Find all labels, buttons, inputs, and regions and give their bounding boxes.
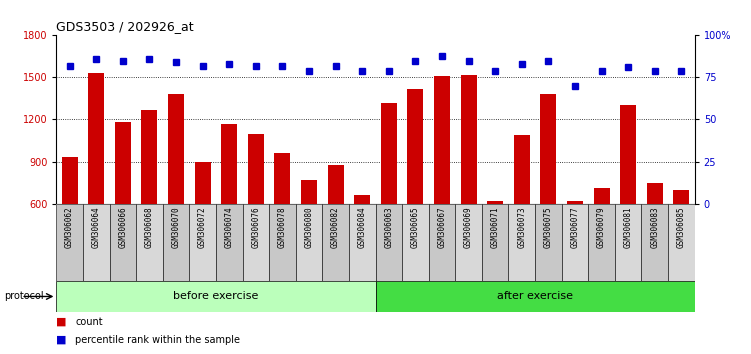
Text: GSM306071: GSM306071: [490, 206, 499, 247]
Bar: [89, 73, 104, 287]
Bar: [62, 157, 77, 287]
Text: count: count: [75, 317, 103, 327]
Bar: [163, 204, 189, 281]
Text: GSM306076: GSM306076: [252, 206, 261, 247]
Text: GSM306081: GSM306081: [623, 206, 632, 247]
Bar: [83, 204, 110, 281]
Bar: [514, 135, 529, 287]
Bar: [110, 204, 136, 281]
Text: GSM306079: GSM306079: [597, 206, 606, 247]
Text: GSM306066: GSM306066: [119, 206, 128, 247]
Bar: [115, 121, 131, 287]
Bar: [349, 204, 376, 281]
Bar: [647, 183, 663, 287]
Text: GSM306070: GSM306070: [171, 206, 180, 247]
Bar: [641, 204, 668, 281]
Bar: [460, 75, 477, 287]
Bar: [216, 204, 243, 281]
Bar: [269, 204, 296, 281]
Text: percentile rank within the sample: percentile rank within the sample: [75, 335, 240, 345]
Text: GSM306077: GSM306077: [571, 206, 580, 247]
Text: GSM306067: GSM306067: [438, 206, 447, 247]
Bar: [408, 88, 424, 287]
Text: GSM306075: GSM306075: [544, 206, 553, 247]
Bar: [222, 124, 237, 287]
Bar: [429, 204, 455, 281]
Text: after exercise: after exercise: [497, 291, 573, 302]
Bar: [482, 204, 508, 281]
Text: GSM306082: GSM306082: [331, 206, 340, 247]
Bar: [189, 204, 216, 281]
Text: ■: ■: [56, 317, 67, 327]
Text: GSM306064: GSM306064: [92, 206, 101, 247]
Text: GSM306068: GSM306068: [145, 206, 154, 247]
Bar: [168, 94, 184, 287]
Text: GSM306062: GSM306062: [65, 206, 74, 247]
Text: GSM306063: GSM306063: [385, 206, 394, 247]
Text: ■: ■: [56, 335, 67, 345]
Bar: [402, 204, 429, 281]
Bar: [434, 76, 450, 287]
Bar: [56, 281, 376, 312]
Bar: [668, 204, 695, 281]
Bar: [674, 189, 689, 287]
Bar: [327, 165, 344, 287]
Bar: [567, 201, 583, 287]
Bar: [562, 204, 588, 281]
Text: GSM306074: GSM306074: [225, 206, 234, 247]
Bar: [136, 204, 163, 281]
Text: GDS3503 / 202926_at: GDS3503 / 202926_at: [56, 20, 194, 33]
Bar: [141, 110, 158, 287]
Text: GSM306084: GSM306084: [357, 206, 366, 247]
Bar: [195, 161, 210, 287]
Bar: [455, 204, 482, 281]
Bar: [620, 105, 636, 287]
Bar: [56, 204, 83, 281]
Bar: [354, 195, 370, 287]
Bar: [535, 204, 562, 281]
Bar: [376, 204, 402, 281]
Text: before exercise: before exercise: [173, 291, 258, 302]
Bar: [322, 204, 349, 281]
Bar: [376, 281, 695, 312]
Text: GSM306083: GSM306083: [650, 206, 659, 247]
Bar: [487, 201, 503, 287]
Bar: [508, 204, 535, 281]
Text: GSM306073: GSM306073: [517, 206, 526, 247]
Bar: [274, 153, 291, 287]
Text: GSM306085: GSM306085: [677, 206, 686, 247]
Text: GSM306080: GSM306080: [304, 206, 313, 247]
Text: GSM306069: GSM306069: [464, 206, 473, 247]
Bar: [588, 204, 615, 281]
Text: GSM306072: GSM306072: [198, 206, 207, 247]
Bar: [381, 103, 397, 287]
Bar: [296, 204, 322, 281]
Text: GSM306078: GSM306078: [278, 206, 287, 247]
Bar: [243, 204, 269, 281]
Bar: [541, 94, 556, 287]
Bar: [593, 188, 610, 287]
Text: protocol: protocol: [4, 291, 44, 302]
Bar: [615, 204, 641, 281]
Bar: [301, 180, 317, 287]
Text: GSM306065: GSM306065: [411, 206, 420, 247]
Bar: [248, 134, 264, 287]
